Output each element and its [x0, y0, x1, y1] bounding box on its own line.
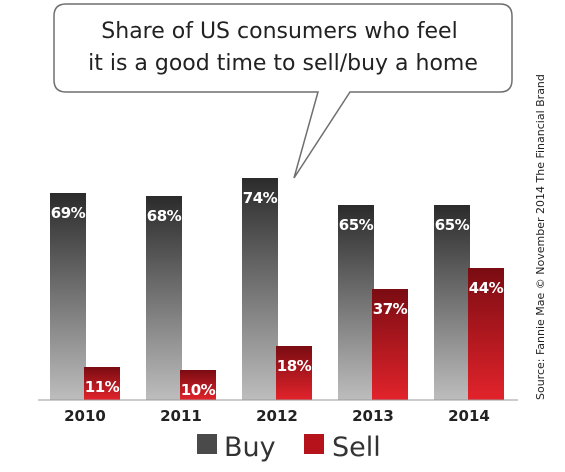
x-tick-label-2014: 2014: [448, 407, 490, 425]
bar-sell-2010: [84, 367, 120, 400]
x-tick-label-2012: 2012: [256, 407, 298, 425]
chart-title-line-1: Share of US consumers who feel: [101, 19, 457, 44]
bar-sell-2013: [372, 289, 408, 400]
data-label-buy-2011: 68%: [147, 207, 182, 225]
bar-buy-2011: [146, 196, 182, 400]
bar-sell-2012: [276, 346, 312, 400]
x-tick-label-2010: 2010: [64, 407, 106, 425]
data-label-sell-2010: 11%: [85, 378, 120, 396]
chart-title-line-2: it is a good time to sell/buy a home: [88, 51, 478, 76]
x-axis-ticks: 2010 2011 2012 2013 2014: [64, 407, 490, 425]
legend-swatch-sell: [304, 434, 324, 454]
legend: Buy Sell: [197, 432, 381, 463]
bars: 69% 11% 68% 10% 74% 18% 65% 37% 65% 44%: [50, 178, 504, 400]
bar-sell-2014: [468, 268, 504, 400]
title-bubble: [53, 3, 513, 179]
legend-swatch-buy: [197, 434, 217, 454]
chart-title: Share of US consumers who feel it is a g…: [88, 19, 478, 76]
data-label-sell-2014: 44%: [469, 279, 504, 297]
legend-label-sell: Sell: [332, 432, 381, 463]
legend-label-buy: Buy: [224, 432, 276, 463]
x-tick-label-2013: 2013: [352, 407, 394, 425]
bar-buy-2014: [434, 205, 470, 400]
bar-buy-2010: [50, 193, 86, 400]
bar-sell-2011: [180, 370, 216, 400]
data-label-buy-2012: 74%: [243, 189, 278, 207]
bar-buy-2012: [242, 178, 278, 400]
data-label-buy-2014: 65%: [435, 216, 470, 234]
source-note: Source: Fannie Mae © November 2014 The F…: [534, 74, 547, 400]
data-label-buy-2010: 69%: [51, 204, 86, 222]
data-label-sell-2012: 18%: [277, 357, 312, 375]
bar-buy-2013: [338, 205, 374, 400]
data-label-buy-2013: 65%: [339, 216, 374, 234]
data-label-sell-2011: 10%: [181, 381, 216, 399]
x-tick-label-2011: 2011: [160, 407, 202, 425]
data-label-sell-2013: 37%: [373, 300, 408, 318]
